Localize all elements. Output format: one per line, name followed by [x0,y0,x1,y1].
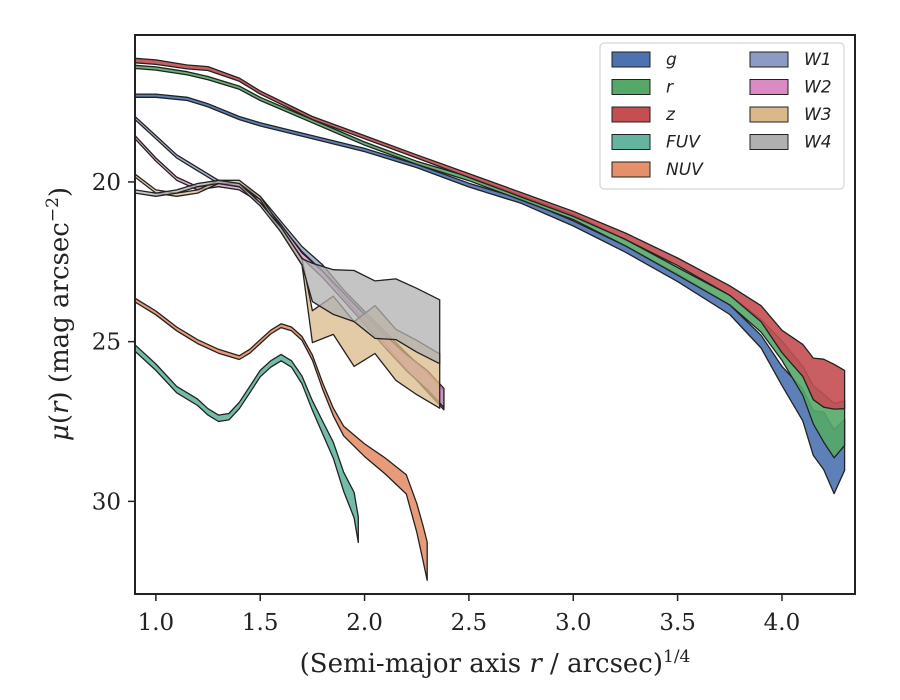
series-band-z [135,57,846,410]
series-band-w4 [135,179,441,365]
y-axis-title: μ(r) (mag arcsec−2) [43,187,75,441]
legend-swatch-w1 [749,51,789,68]
legend-swatch-w2 [749,79,789,95]
legend-label-w3: W3 [804,105,832,125]
x-tick-label: 2.5 [451,610,488,636]
x-tick-label: 4.0 [764,610,801,636]
legend-label-w4: W4 [804,133,832,153]
x-tick-label: 1.5 [242,610,279,636]
legend-label-r: r [666,78,674,98]
legend: grz FUV NUV W1 W2 W3 W4 [599,42,845,190]
y-tick-label: 30 [92,489,121,515]
x-tick-label: 3.0 [555,610,592,636]
legend-label-fuv: FUV [666,133,701,153]
y-tick-label: 25 [92,330,121,356]
ticks-layer: 1.0 1.5 2.0 2.5 3.0 3.5 4.0 20 25 30 [92,170,801,636]
y-tick-label: 20 [92,170,121,196]
series-band-fuv [135,344,359,544]
legend-swatch-nuv [611,161,651,178]
legend-swatch-g [611,51,651,68]
x-tick-label: 3.5 [659,610,696,636]
series-band-g [135,93,846,495]
x-tick-label: 1.0 [138,610,175,636]
plot-frame [134,34,856,595]
legend-swatch-w4 [749,134,789,150]
legend-label-nuv: NUV [666,160,704,180]
series-layer [135,57,846,582]
legend-swatch-r [611,79,651,95]
legend-swatch-fuv [611,134,651,150]
legend-label-z: z [665,105,676,125]
series-band-r [135,64,846,459]
legend-label-w1: W1 [804,50,832,70]
legend-swatch-w3 [749,106,789,123]
x-axis-title: (Semi-major axis r / arcsec)1/4 [300,647,691,679]
legend-label-g: g [666,50,677,70]
legend-label-w2: W2 [804,78,832,98]
x-tick-label: 2.0 [346,610,383,636]
series-band-nuv [135,297,428,582]
legend-swatch-z [611,106,651,123]
